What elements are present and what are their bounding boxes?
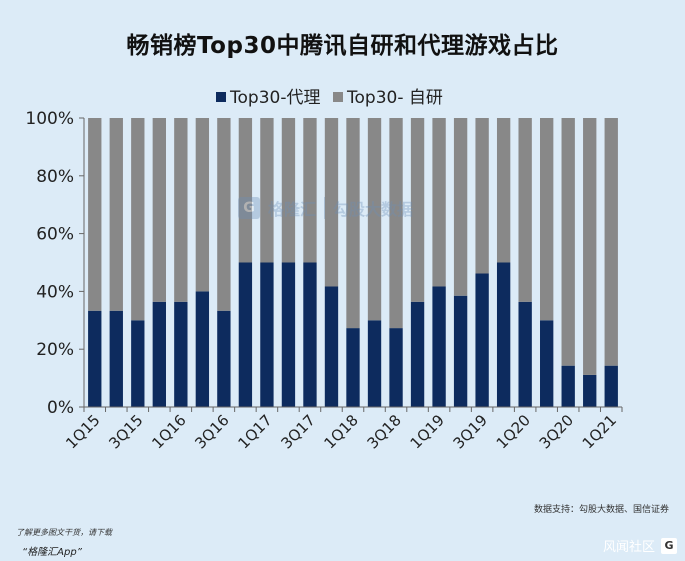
watermark-product: 勾股大数据 (333, 200, 414, 219)
bar-self-3Q20 (561, 118, 575, 366)
bar-proxy-4Q17 (324, 286, 339, 407)
footer-note: 了解更多图文干货，请下载 (16, 528, 112, 537)
bar-self-1Q19 (432, 118, 446, 287)
watermark-logo-icon: G (238, 197, 260, 219)
bar-self-1Q21 (604, 118, 618, 366)
bar-self-3Q19 (475, 118, 489, 274)
chart-title: 畅销榜Top30中腾讯自研和代理游戏占比 (126, 33, 559, 59)
bar-proxy-1Q17 (260, 262, 274, 407)
bar-proxy-3Q19 (475, 273, 489, 407)
legend: Top30-代理 Top30- 自研 (216, 88, 443, 108)
x-tick-label: 3Q15 (105, 411, 146, 452)
y-tick-label: 20% (36, 340, 74, 360)
bar-proxy-3Q16 (217, 310, 231, 407)
x-tick-label: 3Q18 (364, 411, 405, 452)
y-tick-label: 40% (36, 282, 74, 302)
bar-self-1Q15 (88, 118, 102, 311)
bar-proxy-2Q16 (195, 291, 210, 407)
bar-self-1Q20 (518, 118, 532, 302)
bar-self-2Q15 (109, 118, 123, 311)
y-axis: 0% 20% 40% 60% 80% 100% (25, 109, 85, 418)
y-tick-label: 100% (25, 109, 74, 129)
bar-self-3Q16 (217, 118, 231, 311)
bar-self-2Q16 (195, 118, 210, 292)
bar-self-1Q18 (346, 118, 360, 329)
bar-proxy-3Q20 (561, 365, 575, 407)
source-note: 数据支持：勾股大数据、国信证券 (533, 505, 669, 515)
footer-app-name: “格隆汇App” (22, 547, 82, 558)
bar-self-4Q19 (496, 118, 511, 263)
bar-self-2Q17 (281, 118, 296, 263)
y-tick-label: 80% (36, 167, 74, 187)
legend-label-1: Top30- 自研 (346, 88, 443, 108)
legend-swatch-1 (333, 92, 343, 102)
x-axis: 1Q15 3Q15 1Q16 3Q16 1Q17 3Q17 1Q18 3Q18 1Q19 3Q19… (62, 406, 623, 452)
bar-proxy-4Q18 (410, 301, 425, 407)
watermark-brand: 格隆汇 (268, 200, 317, 219)
bar-proxy-3Q17 (303, 262, 317, 407)
bar-proxy-2Q20 (540, 320, 554, 407)
watermark: G 格隆汇 勾股大数据 (238, 196, 413, 220)
bar-proxy-1Q18 (346, 328, 360, 407)
bar-self-2Q18 (367, 118, 382, 321)
bar-self-4Q15 (152, 118, 166, 302)
bar-self-3Q15 (131, 118, 145, 321)
y-tick-label: 0% (47, 398, 74, 418)
watermark-divider (324, 197, 326, 219)
x-tick-label: 1Q16 (148, 411, 189, 452)
bar-self-3Q17 (303, 118, 317, 263)
legend-label-0: Top30-代理 (229, 88, 320, 108)
corner-watermark: 风闻社区 G (603, 536, 677, 555)
bar-self-2Q20 (540, 118, 554, 321)
x-tick-label: 1Q19 (407, 411, 448, 452)
bar-self-4Q20 (583, 118, 597, 375)
bar-self-4Q16 (238, 118, 253, 263)
x-tick-label: 1Q18 (321, 411, 362, 452)
bar-self-4Q18 (410, 118, 425, 302)
x-tick-label: 3Q16 (191, 411, 232, 452)
x-tick-label: 1Q21 (579, 411, 620, 452)
bar-proxy-2Q15 (109, 310, 123, 407)
bar-proxy-4Q16 (238, 262, 253, 407)
bar-proxy-1Q20 (518, 301, 532, 407)
bar-self-2Q19 (453, 118, 468, 296)
bar-proxy-3Q18 (389, 328, 403, 407)
bar-proxy-4Q19 (496, 262, 511, 407)
y-tick-label: 60% (36, 225, 74, 245)
bar-proxy-2Q19 (453, 295, 468, 407)
bar-proxy-1Q21 (604, 365, 618, 407)
corner-watermark-text: 风闻社区 (602, 540, 655, 555)
bar-proxy-4Q15 (152, 301, 166, 407)
x-tick-label: 1Q20 (493, 411, 534, 452)
bar-self-4Q17 (324, 118, 339, 287)
x-tick-label: 3Q20 (536, 411, 577, 452)
x-tick-label: 1Q17 (234, 411, 275, 452)
corner-logo-icon: G (661, 537, 677, 554)
bar-proxy-2Q18 (367, 320, 382, 407)
bar-self-3Q18 (389, 118, 403, 329)
legend-swatch-0 (216, 92, 226, 102)
bar-proxy-4Q20 (583, 374, 597, 407)
x-tick-label: 3Q17 (277, 411, 318, 452)
bar-proxy-1Q16 (174, 301, 188, 407)
x-tick-label: 3Q19 (450, 411, 491, 452)
bar-self-1Q17 (260, 118, 274, 263)
bars (88, 118, 618, 407)
bar-proxy-1Q19 (432, 286, 446, 407)
bar-proxy-1Q15 (88, 310, 102, 407)
bar-proxy-2Q17 (281, 262, 296, 407)
bar-self-1Q16 (174, 118, 188, 302)
bar-proxy-3Q15 (131, 320, 145, 407)
